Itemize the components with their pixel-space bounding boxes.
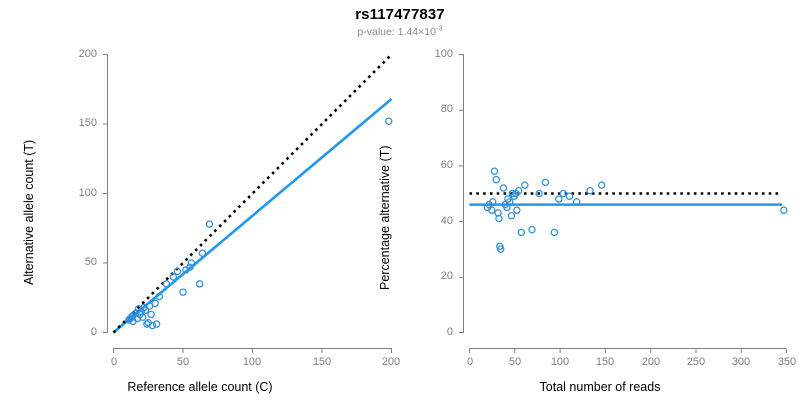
- right-data-point: [505, 198, 514, 206]
- right-x-ticklabel-250: 250: [686, 356, 706, 368]
- right-data-point: [495, 214, 503, 223]
- left-y-ticklabel-0: 0: [90, 326, 97, 338]
- right-y-ticklabel-100: 100: [434, 48, 453, 60]
- left-data-point: [173, 267, 182, 276]
- left-data-point: [138, 313, 147, 321]
- right-data-point: [597, 181, 606, 189]
- left-y-ticklabel-200: 200: [78, 48, 97, 60]
- right-data-point: [550, 228, 559, 237]
- left-data-point: [179, 288, 187, 296]
- left-plot-svg: [103, 53, 393, 353]
- right-data-point: [488, 206, 496, 214]
- right-data-point: [559, 189, 567, 198]
- left-x-ticklabel-100: 100: [242, 356, 262, 368]
- left-x-axis-title: Reference allele count (C): [127, 380, 273, 394]
- right-y-axis-title: Percentage alternative (T): [378, 145, 392, 290]
- left-x-ticklabel-150: 150: [312, 356, 332, 368]
- left-fit-line: [112, 97, 393, 334]
- right-data-point: [492, 175, 501, 184]
- left-data-point: [384, 117, 393, 125]
- right-data-layer: [469, 167, 788, 253]
- right-data-point: [521, 181, 529, 189]
- left-data-point: [147, 310, 155, 319]
- right-x-ticklabel-350: 350: [777, 356, 797, 368]
- left-y-ticklabel-100: 100: [78, 187, 97, 199]
- right-x-ticklabel-50: 50: [508, 356, 522, 368]
- right-data-point: [497, 245, 505, 253]
- left-y-ticklabel-150: 150: [78, 117, 97, 129]
- right-data-point: [514, 186, 523, 195]
- right-x-axis-title: Total number of reads: [539, 380, 661, 394]
- left-x-ticklabel-200: 200: [381, 356, 401, 368]
- right-x-ticklabel-150: 150: [595, 356, 615, 368]
- right-data-point: [565, 192, 574, 201]
- left-data-point: [198, 249, 207, 257]
- p-value-subtitle: p-value: 1.44×10-3: [0, 23, 800, 38]
- left-data-point: [155, 292, 164, 301]
- right-y-ticklabel-80: 80: [440, 103, 453, 115]
- right-data-point: [513, 206, 521, 214]
- left-data-point: [151, 299, 159, 308]
- left-data-point: [187, 259, 196, 267]
- right-data-point: [586, 186, 594, 195]
- right-data-point: [499, 184, 508, 192]
- right-x-ticklabel-100: 100: [550, 356, 570, 368]
- left-data-point: [152, 320, 161, 328]
- left-x-ticklabel-0: 0: [110, 356, 118, 368]
- right-x-ticklabel-0: 0: [466, 356, 474, 368]
- right-data-point: [555, 195, 563, 203]
- right-data-point: [541, 178, 550, 187]
- p-value-exponent: -3: [435, 23, 443, 33]
- left-data-layer: [112, 53, 393, 334]
- right-data-point: [528, 225, 536, 234]
- left-data-point: [162, 280, 171, 288]
- right-x-ticklabel-300: 300: [731, 356, 751, 368]
- right-data-point: [507, 212, 516, 220]
- right-data-point: [517, 228, 526, 237]
- right-data-point: [488, 198, 497, 206]
- right-axes: [459, 54, 787, 353]
- left-data-point: [205, 220, 214, 228]
- right-y-ticklabel-60: 60: [440, 159, 453, 171]
- right-x-ticklabel-200: 200: [641, 356, 661, 368]
- p-value-text: p-value: 1.44×10: [357, 26, 436, 38]
- left-axes: [103, 54, 392, 353]
- left-x-ticklabel-50: 50: [176, 356, 190, 368]
- left-data-point: [169, 273, 177, 281]
- right-y-ticklabel-40: 40: [440, 215, 453, 227]
- left-data-point: [148, 321, 157, 330]
- left-y-ticklabel-50: 50: [84, 256, 97, 268]
- left-data-point: [141, 306, 150, 314]
- page-title: rs117477837: [355, 6, 445, 23]
- right-data-point: [780, 206, 788, 214]
- right-data-point: [490, 167, 499, 175]
- right-plot-svg: [459, 54, 788, 353]
- left-data-point: [186, 263, 194, 271]
- right-scatter-panel: 100 80 60 40 20 0 0 50 100 150 200 250 3…: [378, 40, 800, 400]
- right-y-ticklabel-0: 0: [446, 326, 453, 338]
- right-y-ticklabel-20: 20: [440, 270, 453, 282]
- left-data-point: [195, 280, 204, 288]
- left-reference-line: [112, 53, 393, 334]
- left-scatter-panel: 200 150 100 50 0 0 50 100 150 200 Refere…: [0, 40, 400, 400]
- left-y-axis-title: Alternative allele count (T): [22, 139, 36, 285]
- right-data-point: [572, 198, 581, 206]
- right-data-point: [535, 189, 543, 198]
